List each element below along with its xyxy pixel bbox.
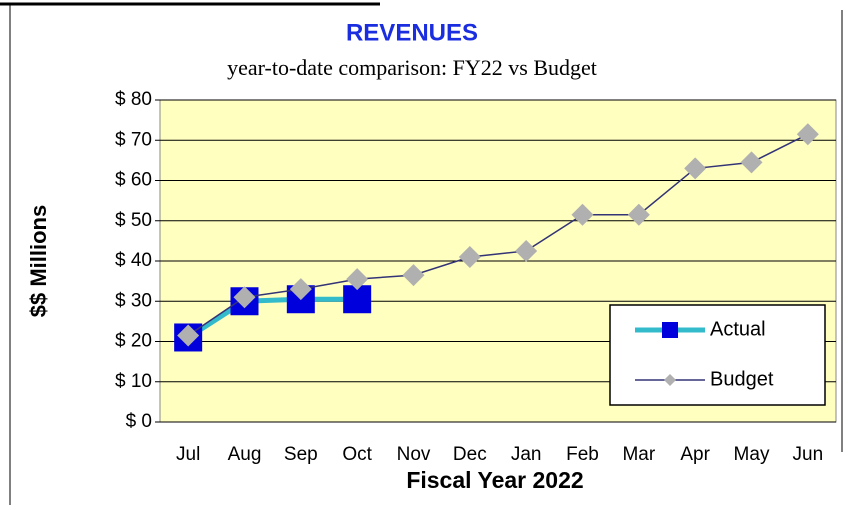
x-tick-label: Oct — [342, 444, 372, 465]
point — [515, 239, 538, 262]
point — [571, 203, 594, 226]
legend-box — [609, 304, 826, 406]
x-axis-title: Fiscal Year 2022 — [406, 467, 583, 493]
point — [796, 123, 819, 146]
x-tick-label: Jun — [793, 444, 824, 465]
x-tick-label: Dec — [453, 444, 487, 465]
y-tick-label: $ 50 — [115, 210, 152, 231]
y-tick-label: $ 60 — [115, 170, 152, 191]
y-tick-label: $ 10 — [115, 371, 152, 392]
point — [233, 286, 256, 309]
x-tick-label: Jan — [511, 444, 542, 465]
point — [458, 245, 481, 268]
legend-marker — [664, 374, 676, 386]
x-tick-label: Jul — [176, 444, 200, 465]
x-tick-label: May — [734, 444, 770, 465]
point — [346, 268, 369, 291]
point — [684, 157, 707, 180]
series-line — [186, 296, 358, 340]
point — [627, 203, 650, 226]
x-tick-label: Sep — [284, 444, 318, 465]
chart-title: REVENUES — [346, 19, 478, 46]
x-tick-label: Nov — [397, 444, 431, 465]
y-tick-label: $ 0 — [126, 411, 152, 432]
point — [177, 324, 200, 347]
x-tick-label: Feb — [566, 444, 599, 465]
y-tick-label: $ 70 — [115, 129, 152, 150]
y-tick-label: $ 20 — [115, 331, 152, 352]
y-tick-label: $ 80 — [115, 89, 152, 110]
point — [402, 264, 425, 287]
x-tick-label: Mar — [622, 444, 655, 465]
legend-label: Budget — [710, 368, 774, 390]
legend-label: Actual — [710, 318, 766, 340]
y-axis-title: $$ Millions — [26, 205, 51, 317]
point — [289, 278, 312, 301]
chart-subtitle: year-to-date comparison: FY22 vs Budget — [227, 55, 597, 80]
y-tick-label: $ 30 — [115, 290, 152, 311]
point — [740, 151, 763, 174]
x-tick-label: Apr — [680, 444, 710, 465]
x-tick-label: Aug — [228, 444, 262, 465]
legend-marker — [662, 322, 678, 338]
y-tick-label: $ 40 — [115, 250, 152, 271]
